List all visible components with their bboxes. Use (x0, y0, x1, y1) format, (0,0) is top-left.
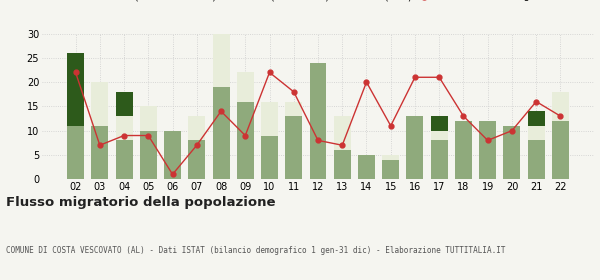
Bar (527, 126, 545, 140)
Bar (140, 131, 157, 179)
Bar (237, 73, 254, 102)
Bar (285, 102, 302, 116)
Bar (552, 121, 569, 179)
Bar (188, 140, 205, 179)
Bar (164, 131, 181, 179)
Bar (334, 116, 351, 150)
Bar (67, 53, 84, 126)
Bar (382, 155, 399, 160)
Bar (406, 116, 424, 179)
Bar (67, 126, 84, 179)
Text: COMUNE DI COSTA VESCOVATO (AL) - Dati ISTAT (bilancio demografico 1 gen-31 dic) : COMUNE DI COSTA VESCOVATO (AL) - Dati IS… (6, 246, 505, 255)
Bar (212, 87, 230, 179)
Bar (310, 63, 326, 179)
Bar (552, 92, 569, 121)
Bar (116, 140, 133, 179)
Bar (358, 155, 375, 179)
Legend: Iscritti (da altri comuni), Iscritti (dall'estero), Iscritti (altri), Cancellati: Iscritti (da altri comuni), Iscritti (da… (83, 0, 553, 5)
Bar (527, 111, 545, 126)
Bar (212, 34, 230, 87)
Bar (334, 150, 351, 179)
Bar (116, 116, 133, 140)
Bar (285, 116, 302, 179)
Bar (431, 116, 448, 131)
Bar (261, 102, 278, 136)
Bar (455, 121, 472, 179)
Bar (503, 126, 520, 179)
Bar (431, 131, 448, 140)
Bar (382, 160, 399, 179)
Text: Flusso migratorio della popolazione: Flusso migratorio della popolazione (6, 196, 275, 209)
Bar (479, 121, 496, 179)
Bar (91, 126, 109, 179)
Bar (188, 116, 205, 140)
Bar (91, 82, 109, 126)
Bar (237, 102, 254, 179)
Bar (431, 140, 448, 179)
Bar (261, 136, 278, 179)
Bar (140, 106, 157, 131)
Bar (116, 92, 133, 116)
Bar (527, 140, 545, 179)
